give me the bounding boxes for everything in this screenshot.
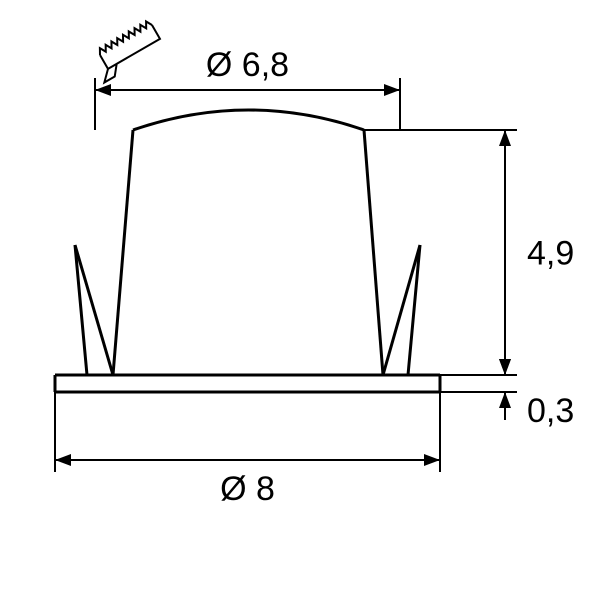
drawing-svg: Ø 6,8 Ø 8 4,9 0,3 (0, 0, 600, 600)
hole-saw-icon (88, 20, 165, 83)
dim-flange: 0,3 (527, 392, 574, 430)
technical-drawing: Ø 6,8 Ø 8 4,9 0,3 (0, 0, 600, 600)
dim-height: 4,9 (527, 235, 574, 273)
dim-overall-diameter: Ø 8 (220, 470, 275, 508)
dim-cutout-diameter: Ø 6,8 (206, 46, 289, 84)
